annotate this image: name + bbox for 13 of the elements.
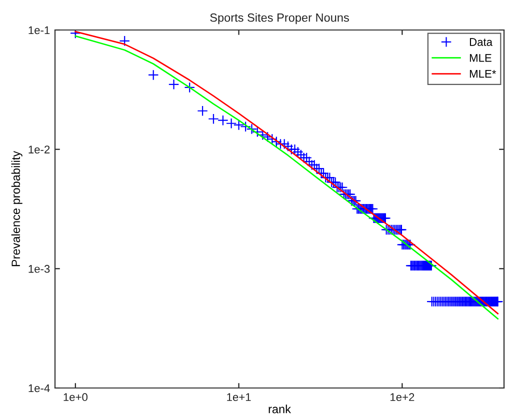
y-tick-label: 1e-3: [28, 264, 50, 273]
x-tick-label: 1e+1: [227, 393, 251, 402]
y-tick-label: 1e-1: [28, 26, 50, 34]
x-tick-label: 1e+0: [64, 393, 88, 402]
y-tick-label: 1e-2: [28, 146, 50, 154]
x-tick-label: 1e+2: [390, 393, 414, 402]
x-axis-title: rank: [268, 404, 291, 414]
legend-label: MLE: [470, 54, 492, 62]
y-axis-title: Prevalence probability: [11, 150, 22, 266]
legend-label: Data: [470, 38, 493, 46]
legend-label: MLE*: [470, 70, 496, 78]
chart-title: Sports Sites Proper Nouns: [210, 13, 349, 24]
y-tick-label: 1e-4: [28, 384, 50, 392]
